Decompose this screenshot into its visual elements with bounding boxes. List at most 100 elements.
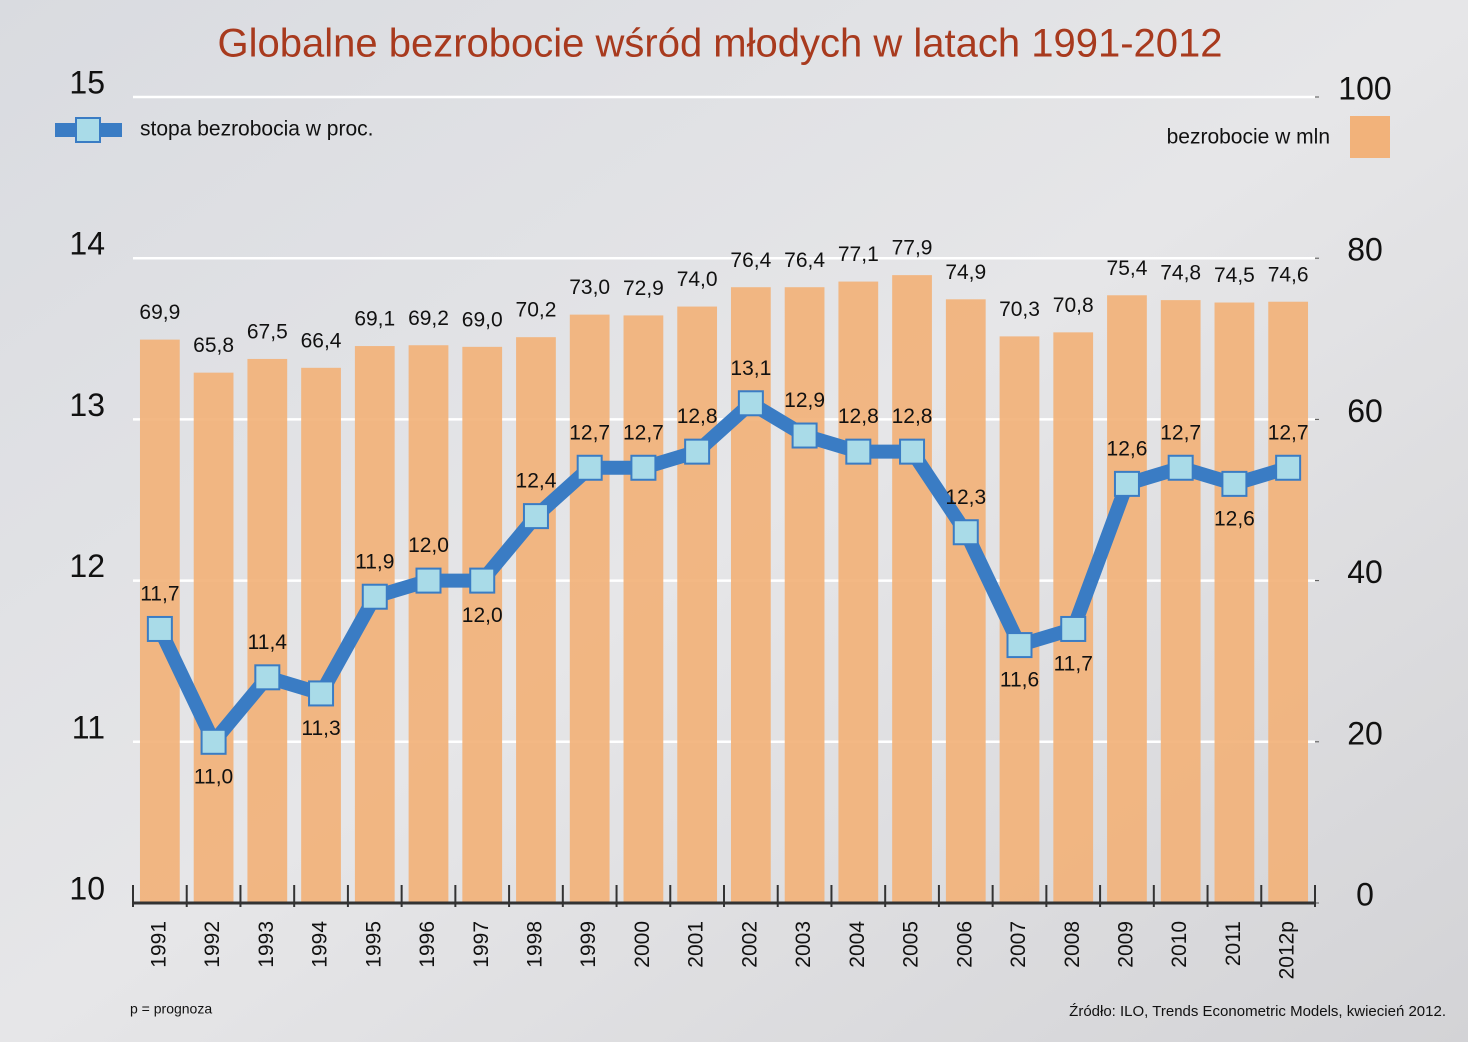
x-tick-label: 2008 <box>1061 921 1084 968</box>
bar-value-label: 74,9 <box>945 261 986 284</box>
y-tick-label: 15 <box>69 64 105 100</box>
y-tick-label: 14 <box>69 226 105 262</box>
marker <box>576 454 603 481</box>
line-value-label: 12,8 <box>677 405 718 428</box>
legend-swatch <box>1350 116 1390 158</box>
marker <box>630 454 657 481</box>
marker <box>361 583 388 610</box>
bar-value-label: 75,4 <box>1107 257 1148 280</box>
bar <box>730 287 771 903</box>
line-value-label: 12,6 <box>1107 437 1148 460</box>
line-value-label: 11,6 <box>1000 669 1039 692</box>
marker <box>1006 632 1033 659</box>
bar-value-label: 70,8 <box>1053 294 1094 317</box>
legend-label: stopa bezrobocia w proc. <box>140 118 373 141</box>
bar-value-label: 70,2 <box>516 299 557 322</box>
marker <box>1275 454 1302 481</box>
bar-value-label: 77,9 <box>892 237 933 260</box>
x-tick-label: 2012p <box>1276 921 1299 979</box>
line-value-label: 12,0 <box>462 604 503 627</box>
bar <box>1214 302 1255 903</box>
bar-value-label: 74,8 <box>1160 262 1201 285</box>
legend-marker <box>75 117 101 143</box>
line-value-label: 11,9 <box>355 550 394 573</box>
marker <box>1113 470 1140 497</box>
x-tick-label: 2002 <box>738 921 761 968</box>
x-tick-label: 2005 <box>900 921 923 968</box>
bar-value-label: 70,3 <box>999 298 1040 321</box>
line-value-label: 12,8 <box>838 405 879 428</box>
x-tick-label: 2011 <box>1222 921 1245 966</box>
marker <box>952 519 979 546</box>
x-tick-label: 1997 <box>470 921 493 968</box>
bar <box>945 299 986 903</box>
marker <box>1221 470 1248 497</box>
bar <box>784 287 825 903</box>
bar <box>1107 295 1147 903</box>
line-value-label: 12,6 <box>1214 507 1255 530</box>
line-value-label: 13,1 <box>730 357 771 380</box>
marker <box>845 438 872 465</box>
x-tick-label: 1991 <box>147 921 170 968</box>
marker <box>469 567 496 594</box>
bar-value-label: 74,6 <box>1268 263 1309 286</box>
marker <box>200 728 227 755</box>
marker <box>791 422 818 449</box>
source: Źródło: ILO, Trends Econometric Models, … <box>1069 1003 1446 1020</box>
bar <box>892 275 932 904</box>
x-tick-label: 1993 <box>255 921 278 968</box>
bar <box>516 337 556 903</box>
line-value-label: 12,7 <box>569 421 610 444</box>
y2-tick-label: 40 <box>1347 554 1383 590</box>
y2-tick-label: 80 <box>1347 232 1383 268</box>
x-tick-label: 1992 <box>201 921 224 968</box>
y-tick-label: 10 <box>69 870 105 906</box>
marker <box>146 615 173 642</box>
marker <box>899 438 926 465</box>
bar-value-label: 65,8 <box>193 334 234 357</box>
x-tick-label: 1994 <box>309 921 332 968</box>
line-value-label: 12,7 <box>1160 421 1201 444</box>
line-value-label: 11,3 <box>301 717 340 740</box>
x-tick-label: 2007 <box>1007 921 1030 968</box>
x-tick-label: 2000 <box>631 921 654 968</box>
bar-value-label: 74,5 <box>1214 264 1255 287</box>
bar <box>1268 301 1309 903</box>
y2-tick-label: 0 <box>1356 876 1374 912</box>
bar-value-label: 76,4 <box>730 249 771 272</box>
bar-value-label: 67,5 <box>247 320 288 343</box>
y2-tick-label: 60 <box>1347 393 1383 429</box>
bar <box>247 358 288 903</box>
x-tick-label: 1995 <box>362 921 385 968</box>
marker <box>415 567 442 594</box>
y-tick-label: 12 <box>69 548 105 584</box>
bar <box>462 346 503 903</box>
bar-value-label: 76,4 <box>784 249 825 272</box>
bar-value-label: 69,9 <box>139 301 180 324</box>
bar <box>677 306 718 903</box>
bar-value-label: 74,0 <box>677 268 718 291</box>
line-value-label: 12,0 <box>408 534 449 557</box>
marker <box>737 390 764 417</box>
bar <box>193 372 234 904</box>
chart-title: Globalne bezrobocie wśród młodych w lata… <box>217 22 1222 66</box>
line-value-label: 12,3 <box>945 486 986 509</box>
x-tick-label: 2010 <box>1168 921 1191 968</box>
bar-value-label: 69,0 <box>462 308 503 331</box>
bar-value-label: 73,0 <box>569 276 610 299</box>
line-value-label: 12,7 <box>1268 421 1309 444</box>
bar-value-label: 77,1 <box>838 243 879 266</box>
x-tick-label: 2006 <box>953 921 976 968</box>
x-tick-label: 2003 <box>792 921 815 968</box>
x-tick-label: 1999 <box>577 921 600 968</box>
y2-tick-label: 100 <box>1338 70 1391 106</box>
y2-tick-label: 20 <box>1347 715 1383 751</box>
marker <box>1060 615 1087 642</box>
marker <box>308 680 335 707</box>
line-value-label: 12,7 <box>623 421 664 444</box>
x-tick-label: 2004 <box>846 921 869 968</box>
marker <box>522 503 549 530</box>
bar <box>838 281 879 904</box>
bar <box>623 315 664 903</box>
